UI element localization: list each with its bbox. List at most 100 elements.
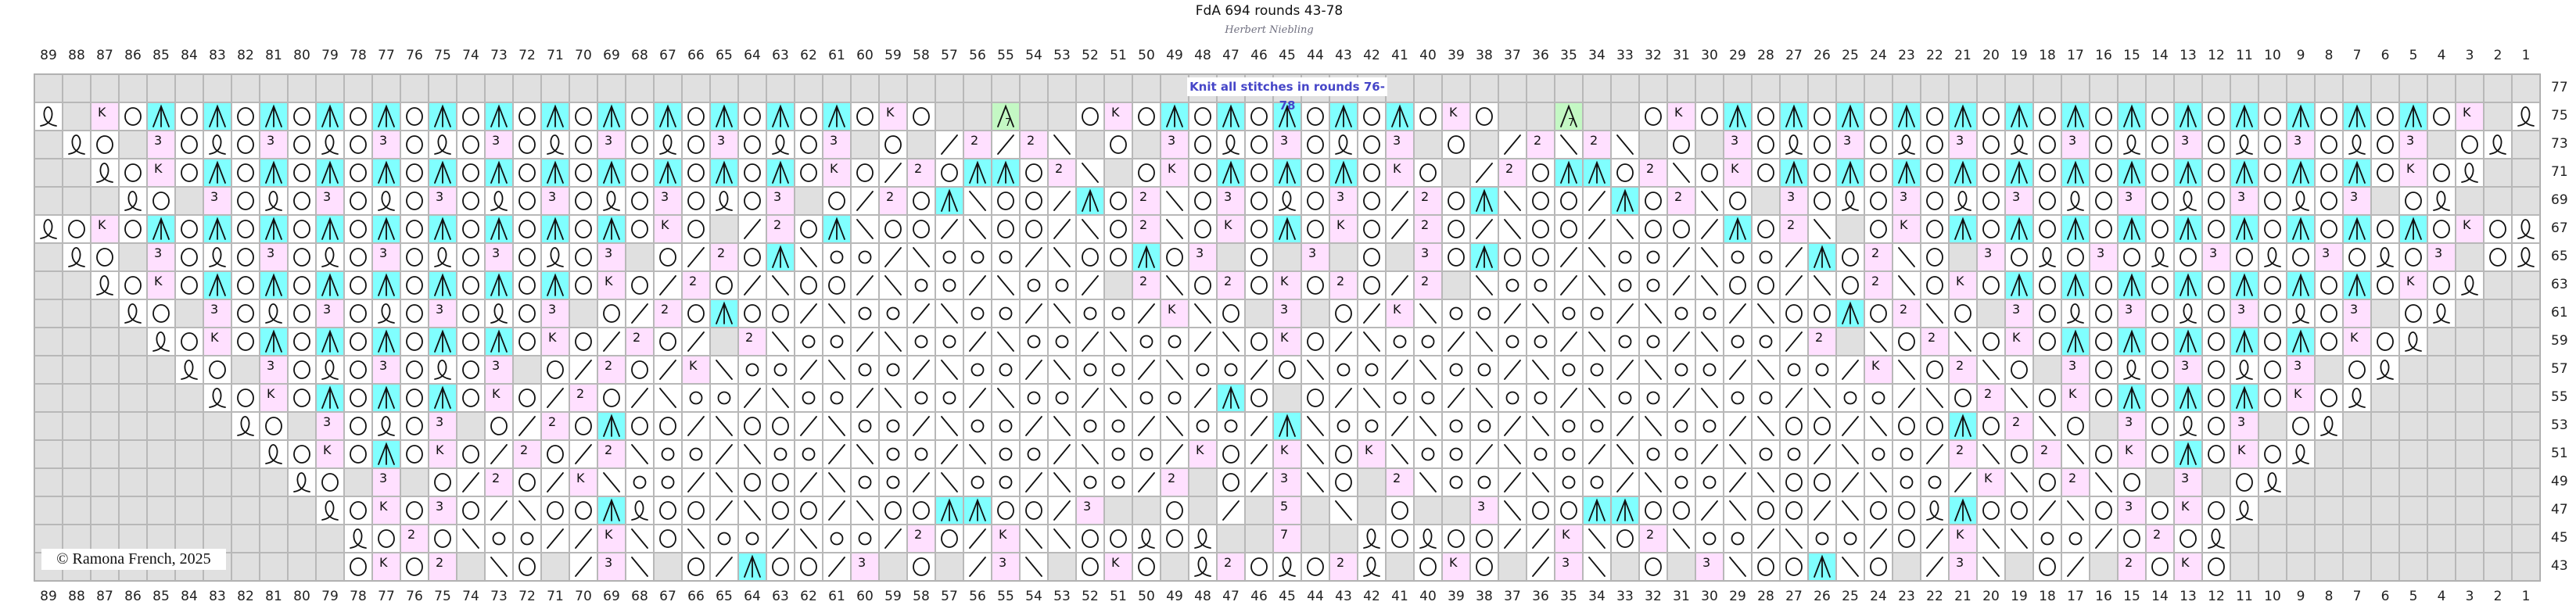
stitch-left-decrease — [654, 384, 682, 412]
stitch-no-stitch — [1583, 102, 1611, 131]
stitch-K: K — [1667, 102, 1695, 131]
stitch-right-decrease — [1132, 299, 1161, 328]
stitch-small-yarn-over — [1555, 468, 1583, 496]
stitch-centered-double-decrease — [963, 496, 992, 525]
stitch-yarn-over — [541, 496, 569, 525]
stitch-right-decrease — [1386, 356, 1414, 384]
stitch-count-label: 3 — [1956, 133, 1964, 148]
stitch-yarn-over — [288, 243, 316, 271]
stitch-small-yarn-over — [1639, 440, 1667, 468]
stitch-yarn-over — [1442, 131, 1470, 159]
stitch-3: 3 — [541, 187, 569, 215]
knit-rounds-note: Knit all stitches in rounds 76-78 — [1187, 77, 1387, 113]
stitch-small-yarn-over — [963, 299, 992, 328]
stitch-yarn-over — [119, 271, 147, 299]
stitch-small-yarn-over — [1611, 271, 1639, 299]
stitch-count-label: 3 — [436, 302, 443, 317]
column-number-bottom: 85 — [147, 589, 175, 604]
stitch-yarn-over — [175, 328, 203, 356]
stitch-yarn-over — [766, 412, 795, 440]
stitch-count-label: K — [1196, 442, 1204, 457]
stitch-3: 3 — [1893, 187, 1921, 215]
stitch-yarn-over — [2090, 102, 2118, 131]
stitch-no-stitch — [2484, 356, 2512, 384]
stitch-count-label: 3 — [1336, 189, 1344, 204]
stitch-yarn-over — [682, 131, 710, 159]
stitch-yarn-over — [1189, 215, 1217, 243]
stitch-no-stitch — [2258, 412, 2287, 440]
stitch-yarn-over — [260, 412, 288, 440]
stitch-count-label: 3 — [1393, 133, 1401, 148]
round-number: 47 — [2551, 502, 2568, 518]
stitch-count-label: 3 — [2350, 302, 2358, 317]
column-number-bottom: 31 — [1667, 589, 1695, 604]
stitch-K: K — [1949, 271, 1977, 299]
stitch-right-decrease — [1048, 496, 1076, 525]
stitch-yarn-over — [2315, 159, 2343, 187]
stitch-2: 2 — [738, 328, 766, 356]
stitch-K: K — [1161, 159, 1189, 187]
stitch-yarn-over — [2090, 496, 2118, 525]
stitch-yarn-over — [1104, 525, 1132, 553]
stitch-yarn-over — [2315, 299, 2343, 328]
stitch-yarn-over — [1358, 271, 1386, 299]
stitch-small-yarn-over — [738, 525, 766, 553]
stitch-left-decrease — [1695, 328, 1724, 356]
stitch-twisted-loop — [119, 187, 147, 215]
stitch-3: 3 — [2230, 299, 2258, 328]
stitch-count-label: K — [210, 330, 219, 345]
column-number-bottom: 73 — [485, 589, 513, 604]
stitch-yarn-over — [1921, 159, 1949, 187]
stitch-3: 3 — [260, 131, 288, 159]
stitch-left-decrease — [1161, 356, 1189, 384]
stitch-twisted-loop — [1329, 131, 1358, 159]
stitch-no-stitch — [63, 356, 91, 384]
stitch-right-decrease — [1611, 299, 1639, 328]
stitch-centered-double-decrease — [2005, 102, 2033, 131]
column-number-bottom: 61 — [823, 589, 851, 604]
stitch-count-label: K — [1280, 330, 1289, 345]
stitch-no-stitch — [203, 74, 231, 102]
stitch-yarn-over — [1301, 328, 1329, 356]
stitch-yarn-over — [344, 412, 372, 440]
stitch-yarn-over — [1245, 187, 1273, 215]
stitch-2: 2 — [1386, 468, 1414, 496]
stitch-small-yarn-over — [851, 525, 879, 553]
stitch-no-stitch — [654, 553, 682, 581]
stitch-yarn-over — [1245, 102, 1273, 131]
stitch-count-label: 3 — [2181, 358, 2189, 373]
stitch-left-decrease — [1414, 412, 1442, 440]
stitch-yarn-over — [1893, 525, 1921, 553]
stitch-yarn-over — [541, 440, 569, 468]
stitch-yarn-over — [175, 159, 203, 187]
stitch-no-stitch — [1780, 74, 1808, 102]
stitch-yarn-over — [1273, 356, 1301, 384]
stitch-yarn-over — [513, 384, 541, 412]
stitch-no-stitch — [175, 496, 203, 525]
stitch-left-decrease — [907, 243, 935, 271]
stitch-yarn-over — [457, 496, 485, 525]
column-number-bottom: 8 — [2315, 589, 2343, 604]
stitch-right-decrease — [569, 356, 597, 384]
stitch-centered-double-decrease — [2118, 384, 2146, 412]
stitch-right-decrease — [935, 131, 963, 159]
column-number-top: 37 — [1498, 48, 1527, 63]
stitch-yarn-over — [1949, 299, 1977, 328]
stitch-yarn-over — [2146, 271, 2174, 299]
stitch-twisted-loop — [34, 102, 63, 131]
stitch-left-decrease — [992, 328, 1020, 356]
stitch-count-label: K — [154, 274, 163, 288]
stitch-no-stitch — [260, 525, 288, 553]
stitch-yarn-over — [1611, 159, 1639, 187]
stitch-centered-double-decrease — [429, 159, 457, 187]
stitch-right-decrease — [485, 496, 513, 525]
stitch-small-yarn-over — [682, 384, 710, 412]
column-number-top: 33 — [1611, 48, 1639, 63]
stitch-centered-double-decrease — [2287, 271, 2315, 299]
stitch-count-label: 2 — [1224, 274, 1232, 288]
stitch-no-stitch — [63, 159, 91, 187]
stitch-5: 5 — [1273, 496, 1301, 525]
stitch-twisted-loop — [1921, 496, 1949, 525]
stitch-2: 2 — [682, 271, 710, 299]
stitch-left-decrease — [935, 299, 963, 328]
